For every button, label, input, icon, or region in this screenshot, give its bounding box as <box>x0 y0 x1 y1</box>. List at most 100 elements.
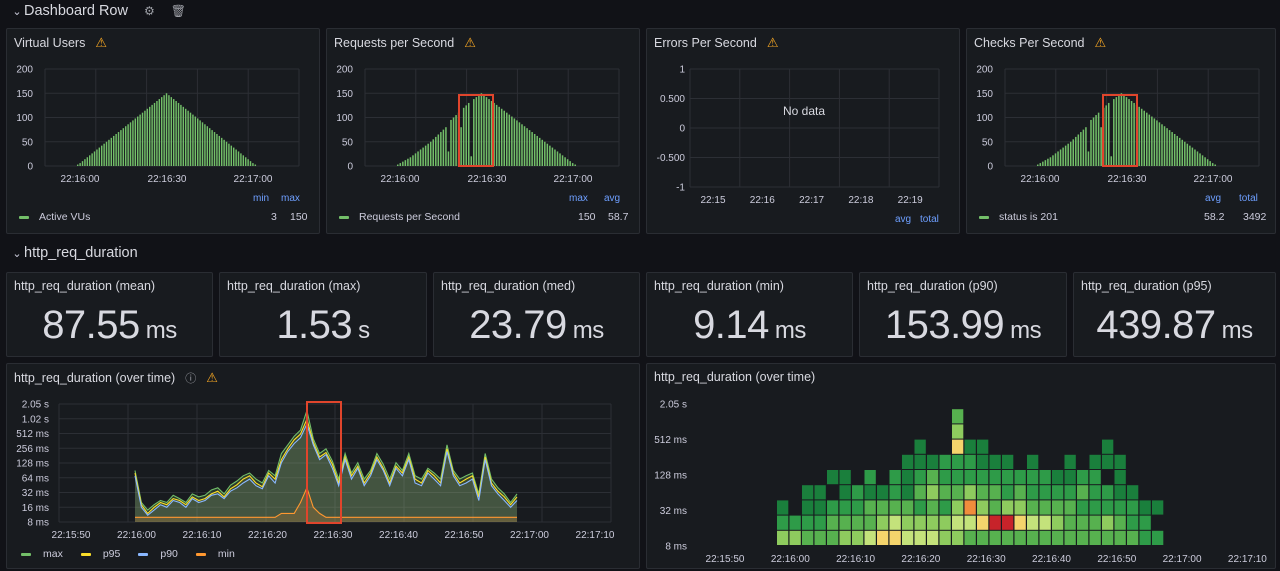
heatmap-cell <box>977 470 989 485</box>
bar <box>163 95 165 166</box>
legend-header-max[interactable]: max <box>569 193 588 204</box>
legend-header-max[interactable]: max <box>281 193 300 204</box>
stat-panel-p95[interactable]: http_req_duration (p95) 439.87 ms <box>1073 272 1276 357</box>
legend-label: p90 <box>160 548 178 560</box>
heatmap-cell <box>1064 530 1076 545</box>
panel-title: http_req_duration (min) <box>654 279 784 293</box>
legend-swatch <box>138 552 149 556</box>
highlight-box <box>306 401 342 524</box>
chevron-down-icon[interactable]: ⌄ <box>12 247 22 260</box>
warning-icon[interactable]: ⚠ <box>206 370 218 385</box>
y-tick-label: 512 ms <box>654 435 687 446</box>
heatmap-cell <box>1077 530 1089 545</box>
bar <box>96 149 98 166</box>
bar <box>1090 119 1092 166</box>
trash-icon[interactable]: 🗑 <box>170 4 186 18</box>
panel-title: http_req_duration (over time) <box>14 371 176 385</box>
stat-value: 1.53 s <box>276 303 370 347</box>
bar <box>194 116 197 166</box>
heatmap-cell <box>952 530 964 545</box>
bar <box>91 153 93 166</box>
bar <box>397 164 399 166</box>
legend-header-avg[interactable]: avg <box>604 193 621 204</box>
legend-series[interactable]: Requests per Second <box>339 211 460 223</box>
heatmap-cell <box>939 515 951 530</box>
row-header-dashboard[interactable]: ⌄ Dashboard Row ⚙ 🗑 <box>10 0 186 22</box>
legend-header-avg[interactable]: avg <box>895 214 912 225</box>
legend-item-max[interactable]: max <box>21 548 63 560</box>
gear-icon[interactable]: ⚙ <box>143 4 155 18</box>
heatmap-cell <box>977 454 989 469</box>
bar <box>566 159 569 166</box>
legend-series[interactable]: Active VUs <box>19 211 90 223</box>
y-tick-label: 0 <box>347 162 353 173</box>
heatmap-cell <box>1014 500 1026 515</box>
bar <box>475 97 478 166</box>
stat-panel-med[interactable]: http_req_duration (med) 23.79 ms <box>433 272 640 357</box>
heatmap-cell <box>939 500 951 515</box>
heatmap-cell <box>902 500 914 515</box>
x-tick-label: 22:16:00 <box>61 174 100 185</box>
heatmap-cell <box>902 485 914 500</box>
legend-label: min <box>217 548 235 560</box>
x-tick-label: 22:16:20 <box>248 530 287 541</box>
bar <box>561 155 564 166</box>
panel-requests-per-second[interactable]: Requests per Second ⚠ 0 50 100 150 200 22:16:0… <box>326 28 640 234</box>
bar <box>101 145 103 166</box>
bar <box>110 137 113 166</box>
bar <box>551 147 554 166</box>
bar <box>134 118 137 166</box>
row-header-http-req-duration[interactable]: ⌄ http_req_duration <box>10 242 137 264</box>
legend-item-p95[interactable]: p95 <box>80 548 120 560</box>
bar <box>546 143 549 166</box>
heatmap-cell <box>1114 454 1126 469</box>
legend-item-min[interactable]: min <box>195 548 235 560</box>
panel-checks-per-second[interactable]: Checks Per Second ⚠ 0 50 100 150 200 22:16:00 2… <box>966 28 1276 234</box>
panel-errors-per-second[interactable]: Errors Per Second ⚠ -1 -0.500 0 0.500 1 22:15 2… <box>646 28 960 234</box>
x-tick-label: 22:17:00 <box>1163 554 1202 565</box>
warning-icon[interactable]: ⚠ <box>95 35 107 50</box>
warning-icon[interactable]: ⚠ <box>464 35 476 50</box>
bar <box>1158 122 1161 166</box>
legend-item-p90[interactable]: p90 <box>138 548 178 560</box>
legend-header-total[interactable]: total <box>1239 193 1258 204</box>
legend-header-total[interactable]: total <box>920 214 939 225</box>
bar <box>435 136 437 166</box>
y-tick-label: 0 <box>679 124 685 135</box>
bar <box>175 101 177 166</box>
info-icon[interactable]: ⓘ <box>185 373 197 385</box>
bar <box>216 133 218 166</box>
legend-series[interactable]: status is 201 <box>979 211 1058 223</box>
stat-panel-mean[interactable]: http_req_duration (mean) 87.55 ms <box>6 272 213 357</box>
panel-http-req-duration-over-time[interactable]: http_req_duration (over time) ⓘ ⚠ 8 ms 16 m… <box>6 363 640 569</box>
y-tick-label: 50 <box>22 137 34 148</box>
heatmap-cell <box>1052 470 1064 485</box>
bar <box>81 161 84 166</box>
bar <box>1095 115 1097 166</box>
heatmap-cell <box>1152 500 1164 515</box>
bar <box>531 132 533 166</box>
stat-panel-min[interactable]: http_req_duration (min) 9.14 ms <box>646 272 853 357</box>
heatmap-cell <box>789 515 801 530</box>
stat-panel-max[interactable]: http_req_duration (max) 1.53 s <box>219 272 427 357</box>
bar <box>1059 149 1062 166</box>
panel-http-req-duration-heatmap[interactable]: http_req_duration (over time) 8 ms 32 ms 1… <box>646 363 1276 569</box>
panel-virtual-users[interactable]: Virtual Users ⚠ 0 50 100 150 200 22:16:00 22:16… <box>6 28 320 234</box>
heatmap-cell <box>827 500 839 515</box>
warning-icon[interactable]: ⚠ <box>1094 35 1107 50</box>
x-tick-label: 22:16:50 <box>1097 554 1136 565</box>
warning-icon[interactable]: ⚠ <box>766 35 779 50</box>
legend-swatch <box>195 552 206 556</box>
stat-panel-p90[interactable]: http_req_duration (p90) 153.99 ms <box>859 272 1067 357</box>
bar <box>113 135 115 166</box>
chevron-down-icon[interactable]: ⌄ <box>12 5 22 18</box>
bar <box>209 128 211 166</box>
legend-header-min[interactable]: min <box>253 193 270 204</box>
bar <box>414 153 417 166</box>
bar <box>1080 132 1082 166</box>
heatmap-cell <box>1064 515 1076 530</box>
legend-header-avg[interactable]: avg <box>1205 193 1222 204</box>
heatmap-cell <box>939 485 951 500</box>
x-tick-label: 22:16:20 <box>901 554 940 565</box>
x-tick-label: 22:16:30 <box>314 530 353 541</box>
